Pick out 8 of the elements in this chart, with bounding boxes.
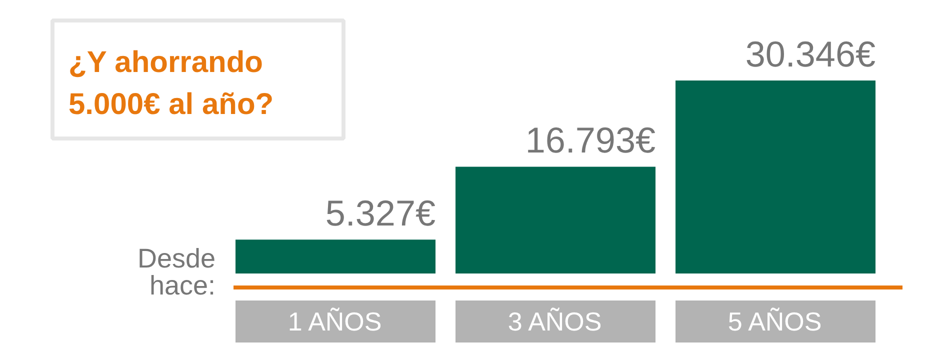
data-label: 16.793€ [525, 120, 656, 161]
data-label: 30.346€ [745, 34, 876, 74]
x-tick-label: 5 AÑOS [728, 306, 822, 336]
chart-title: ¿Y ahorrando 5.000€ al año? [68, 46, 274, 121]
data-label: 5.327€ [325, 192, 436, 234]
x-tick-label: 1 AÑOS [288, 306, 382, 336]
x-axis-title: Desde hace: [137, 244, 216, 300]
x-tick-label: 3 AÑOS [508, 306, 602, 336]
